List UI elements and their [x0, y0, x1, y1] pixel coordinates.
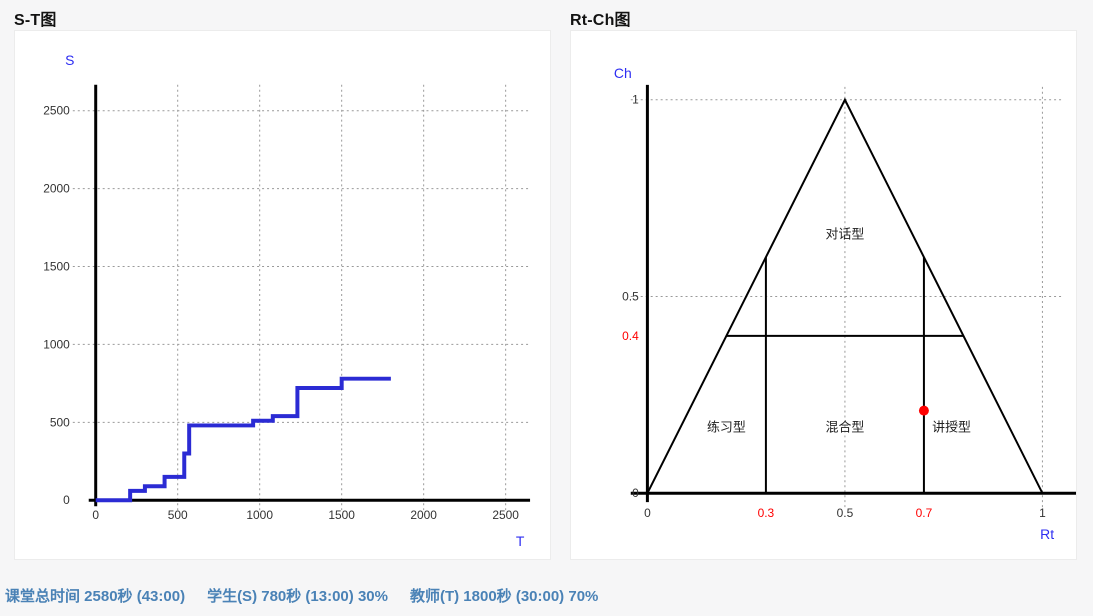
x-tick-label: 1500: [328, 508, 355, 522]
st-chart-title: S-T图: [14, 12, 57, 29]
x-tick-label: 0: [644, 506, 651, 520]
x-tick-label: 500: [168, 508, 188, 522]
y-tick-label: 2000: [43, 182, 70, 196]
x-tick-label: 2000: [410, 508, 437, 522]
x-tick-label: 2500: [492, 508, 519, 522]
status-total-time: 课堂总时间 2580秒 (43:00): [5, 588, 186, 605]
y-tick-label: 1500: [43, 259, 70, 273]
status-teacher-time: 教师(T) 1800秒 (30:00) 70%: [409, 588, 599, 605]
region-label: 混合型: [826, 419, 865, 434]
x-tick-label: 0.7: [916, 506, 933, 520]
status-student-time: 学生(S) 780秒 (13:00) 30%: [207, 588, 388, 605]
status-bar: 课堂总时间 2580秒 (43:00) 学生(S) 780秒 (13:00) 3…: [5, 585, 598, 606]
rt-ch-data-point: [918, 405, 929, 416]
triangle-outline: [645, 97, 1045, 495]
st-chart-canvas: 0 500 1000 1500 2000 2500 0 500 1000 1500 2000 2500…: [43, 52, 531, 549]
x-tick-label: 0.5: [837, 506, 854, 520]
rtch-chart-title: Rt-Ch图: [570, 12, 631, 29]
y-axis-title: S: [65, 52, 74, 68]
x-tick-label: 1: [1039, 506, 1046, 520]
y-axis-title: Ch: [614, 65, 632, 81]
x-tick-label: 0.3: [758, 506, 775, 520]
rtch-chart-panel: 对话型 练习型 混合型 讲授型 0 0.3 0.5 0.7 1 0 0.4 0.5 1 Ch Rt: [570, 30, 1077, 560]
x-tick-label: 1000: [246, 508, 273, 522]
st-step-line: [95, 376, 391, 503]
y-tick-label: 0.4: [622, 329, 639, 343]
y-tick-label: 1: [632, 93, 639, 107]
region-label: 讲授型: [932, 419, 971, 434]
y-tick-label: 500: [50, 415, 70, 429]
y-tick-label: 1000: [43, 337, 70, 351]
region-label: 对话型: [826, 227, 865, 242]
region-label: 练习型: [707, 419, 746, 434]
x-axis-title: T: [516, 533, 525, 549]
x-axis-title: Rt: [1040, 526, 1054, 542]
y-tick-label: 0: [632, 486, 639, 500]
y-tick-label: 0: [63, 493, 70, 507]
y-tick-label: 0.5: [622, 289, 639, 303]
y-tick-label: 2500: [43, 104, 70, 118]
st-chart-panel: 0 500 1000 1500 2000 2500 0 500 1000 1500 2000 2500…: [14, 30, 551, 560]
x-tick-label: 0: [92, 508, 99, 522]
